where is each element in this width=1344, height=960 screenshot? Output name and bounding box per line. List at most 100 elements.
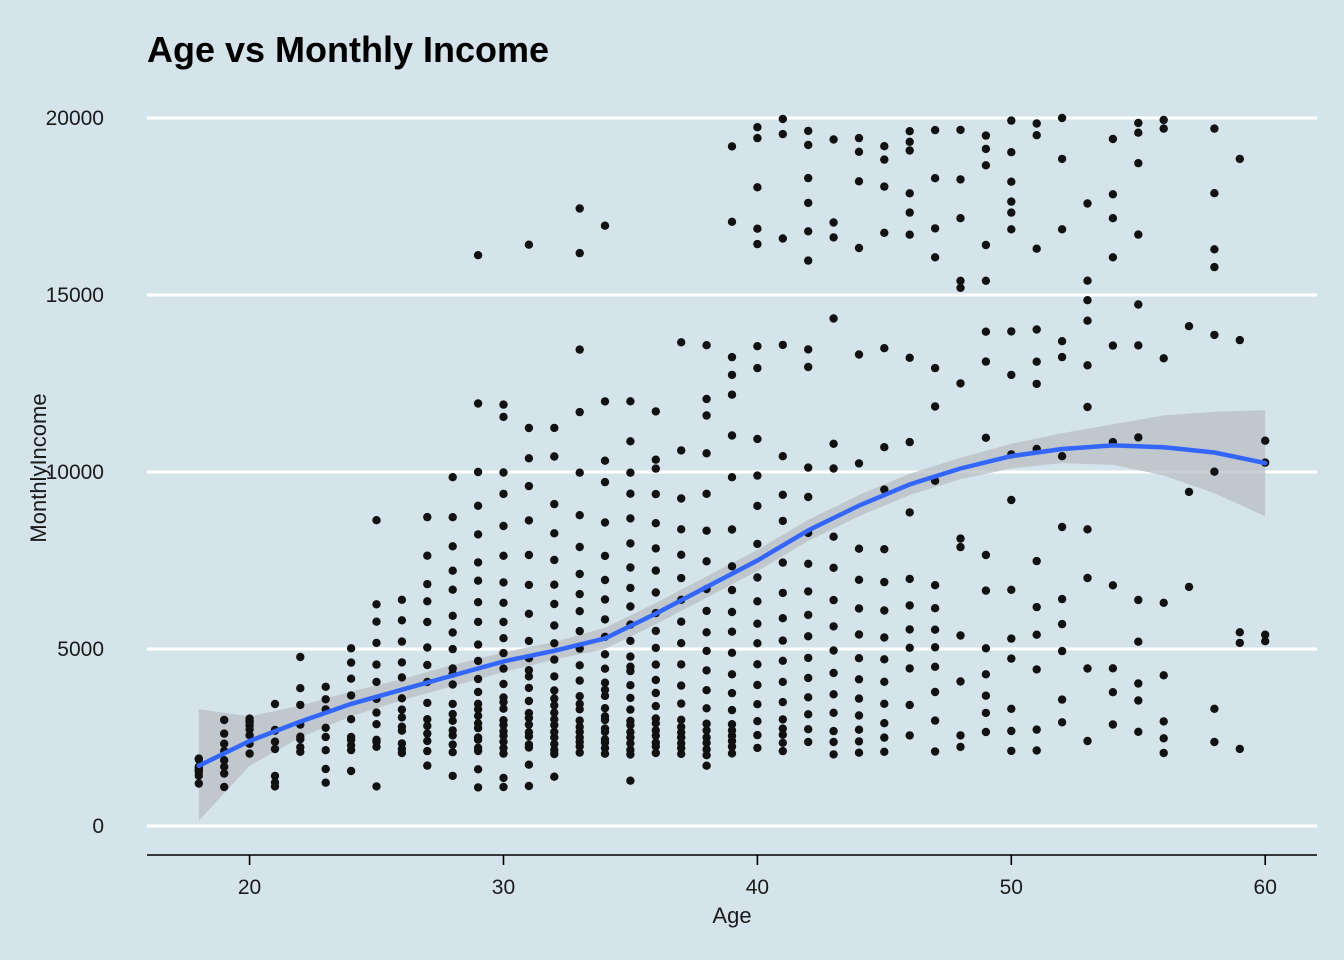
data-point: [626, 397, 635, 406]
data-point: [346, 658, 356, 667]
data-point: [321, 695, 330, 704]
data-point: [930, 716, 940, 725]
data-point: [423, 597, 432, 606]
data-point: [702, 666, 711, 675]
data-point: [651, 489, 660, 499]
data-point: [880, 655, 889, 664]
data-point: [423, 698, 432, 708]
data-point: [956, 731, 965, 740]
data-point: [397, 705, 407, 714]
data-point: [651, 742, 660, 751]
data-point: [575, 692, 584, 701]
data-point: [727, 352, 737, 362]
data-point: [397, 673, 407, 682]
data-point: [778, 558, 787, 567]
data-point: [778, 677, 787, 687]
data-point: [981, 644, 991, 653]
data-point: [829, 595, 838, 605]
data-point: [651, 731, 660, 740]
data-point: [1210, 467, 1219, 476]
data-point: [626, 437, 635, 446]
data-point: [829, 690, 838, 699]
data-point: [905, 208, 914, 217]
data-point: [1032, 379, 1041, 389]
data-point: [905, 230, 914, 239]
data-point: [930, 625, 940, 634]
data-point: [1057, 225, 1067, 234]
data-point: [854, 725, 864, 734]
data-point: [930, 125, 940, 135]
data-point: [600, 685, 610, 694]
data-point: [550, 708, 559, 717]
data-point: [1032, 357, 1041, 366]
data-point: [423, 715, 432, 724]
data-point: [1007, 177, 1016, 186]
data-point: [1083, 276, 1092, 285]
data-point: [930, 662, 940, 671]
data-point: [626, 681, 635, 690]
data-point: [550, 555, 559, 565]
data-point: [194, 768, 203, 777]
data-point: [550, 715, 559, 724]
data-point: [956, 677, 965, 686]
data-point: [473, 399, 483, 408]
data-point: [702, 745, 711, 754]
data-point: [524, 454, 534, 463]
data-point: [550, 423, 559, 433]
data-point: [753, 660, 762, 669]
data-point: [1057, 352, 1067, 362]
data-point: [397, 713, 407, 722]
data-point: [905, 643, 914, 652]
data-point: [905, 146, 914, 155]
data-point: [550, 529, 559, 538]
data-point: [600, 650, 610, 659]
data-point: [753, 342, 762, 351]
data-point: [1134, 696, 1143, 705]
data-point: [245, 749, 254, 758]
data-point: [727, 142, 737, 151]
data-point: [524, 781, 534, 791]
data-point: [702, 394, 711, 404]
data-point: [1032, 630, 1041, 639]
data-point: [397, 694, 407, 703]
data-point: [473, 656, 483, 666]
data-point: [346, 674, 356, 683]
data-point: [651, 588, 660, 597]
data-point: [727, 749, 737, 758]
data-point: [423, 736, 432, 746]
data-point: [1057, 337, 1067, 346]
data-point: [1057, 718, 1067, 727]
data-point: [1057, 646, 1067, 656]
data-point: [220, 769, 229, 778]
data-point: [473, 558, 483, 567]
data-point: [981, 161, 991, 170]
data-point: [473, 467, 483, 477]
data-point: [245, 731, 254, 740]
data-point: [524, 240, 534, 249]
data-point: [854, 694, 864, 703]
data-point: [702, 628, 711, 637]
data-point: [880, 344, 889, 353]
data-point: [321, 778, 330, 787]
data-point: [270, 699, 280, 709]
data-point: [854, 133, 864, 143]
x-tick-label-20: 20: [238, 876, 261, 899]
data-point: [804, 693, 813, 702]
data-point: [930, 581, 940, 590]
data-point: [829, 532, 838, 541]
data-point: [473, 765, 483, 774]
data-point: [727, 726, 737, 735]
data-point: [575, 748, 584, 757]
data-point: [804, 673, 813, 683]
data-point: [448, 585, 457, 594]
data-point: [804, 345, 813, 354]
data-point: [677, 715, 686, 724]
data-point: [930, 402, 940, 411]
data-point: [1134, 118, 1143, 128]
data-point: [829, 563, 838, 572]
data-point: [1032, 131, 1041, 140]
data-point: [677, 722, 686, 732]
data-point: [1108, 253, 1118, 262]
data-point: [753, 183, 762, 192]
data-point: [727, 720, 737, 729]
